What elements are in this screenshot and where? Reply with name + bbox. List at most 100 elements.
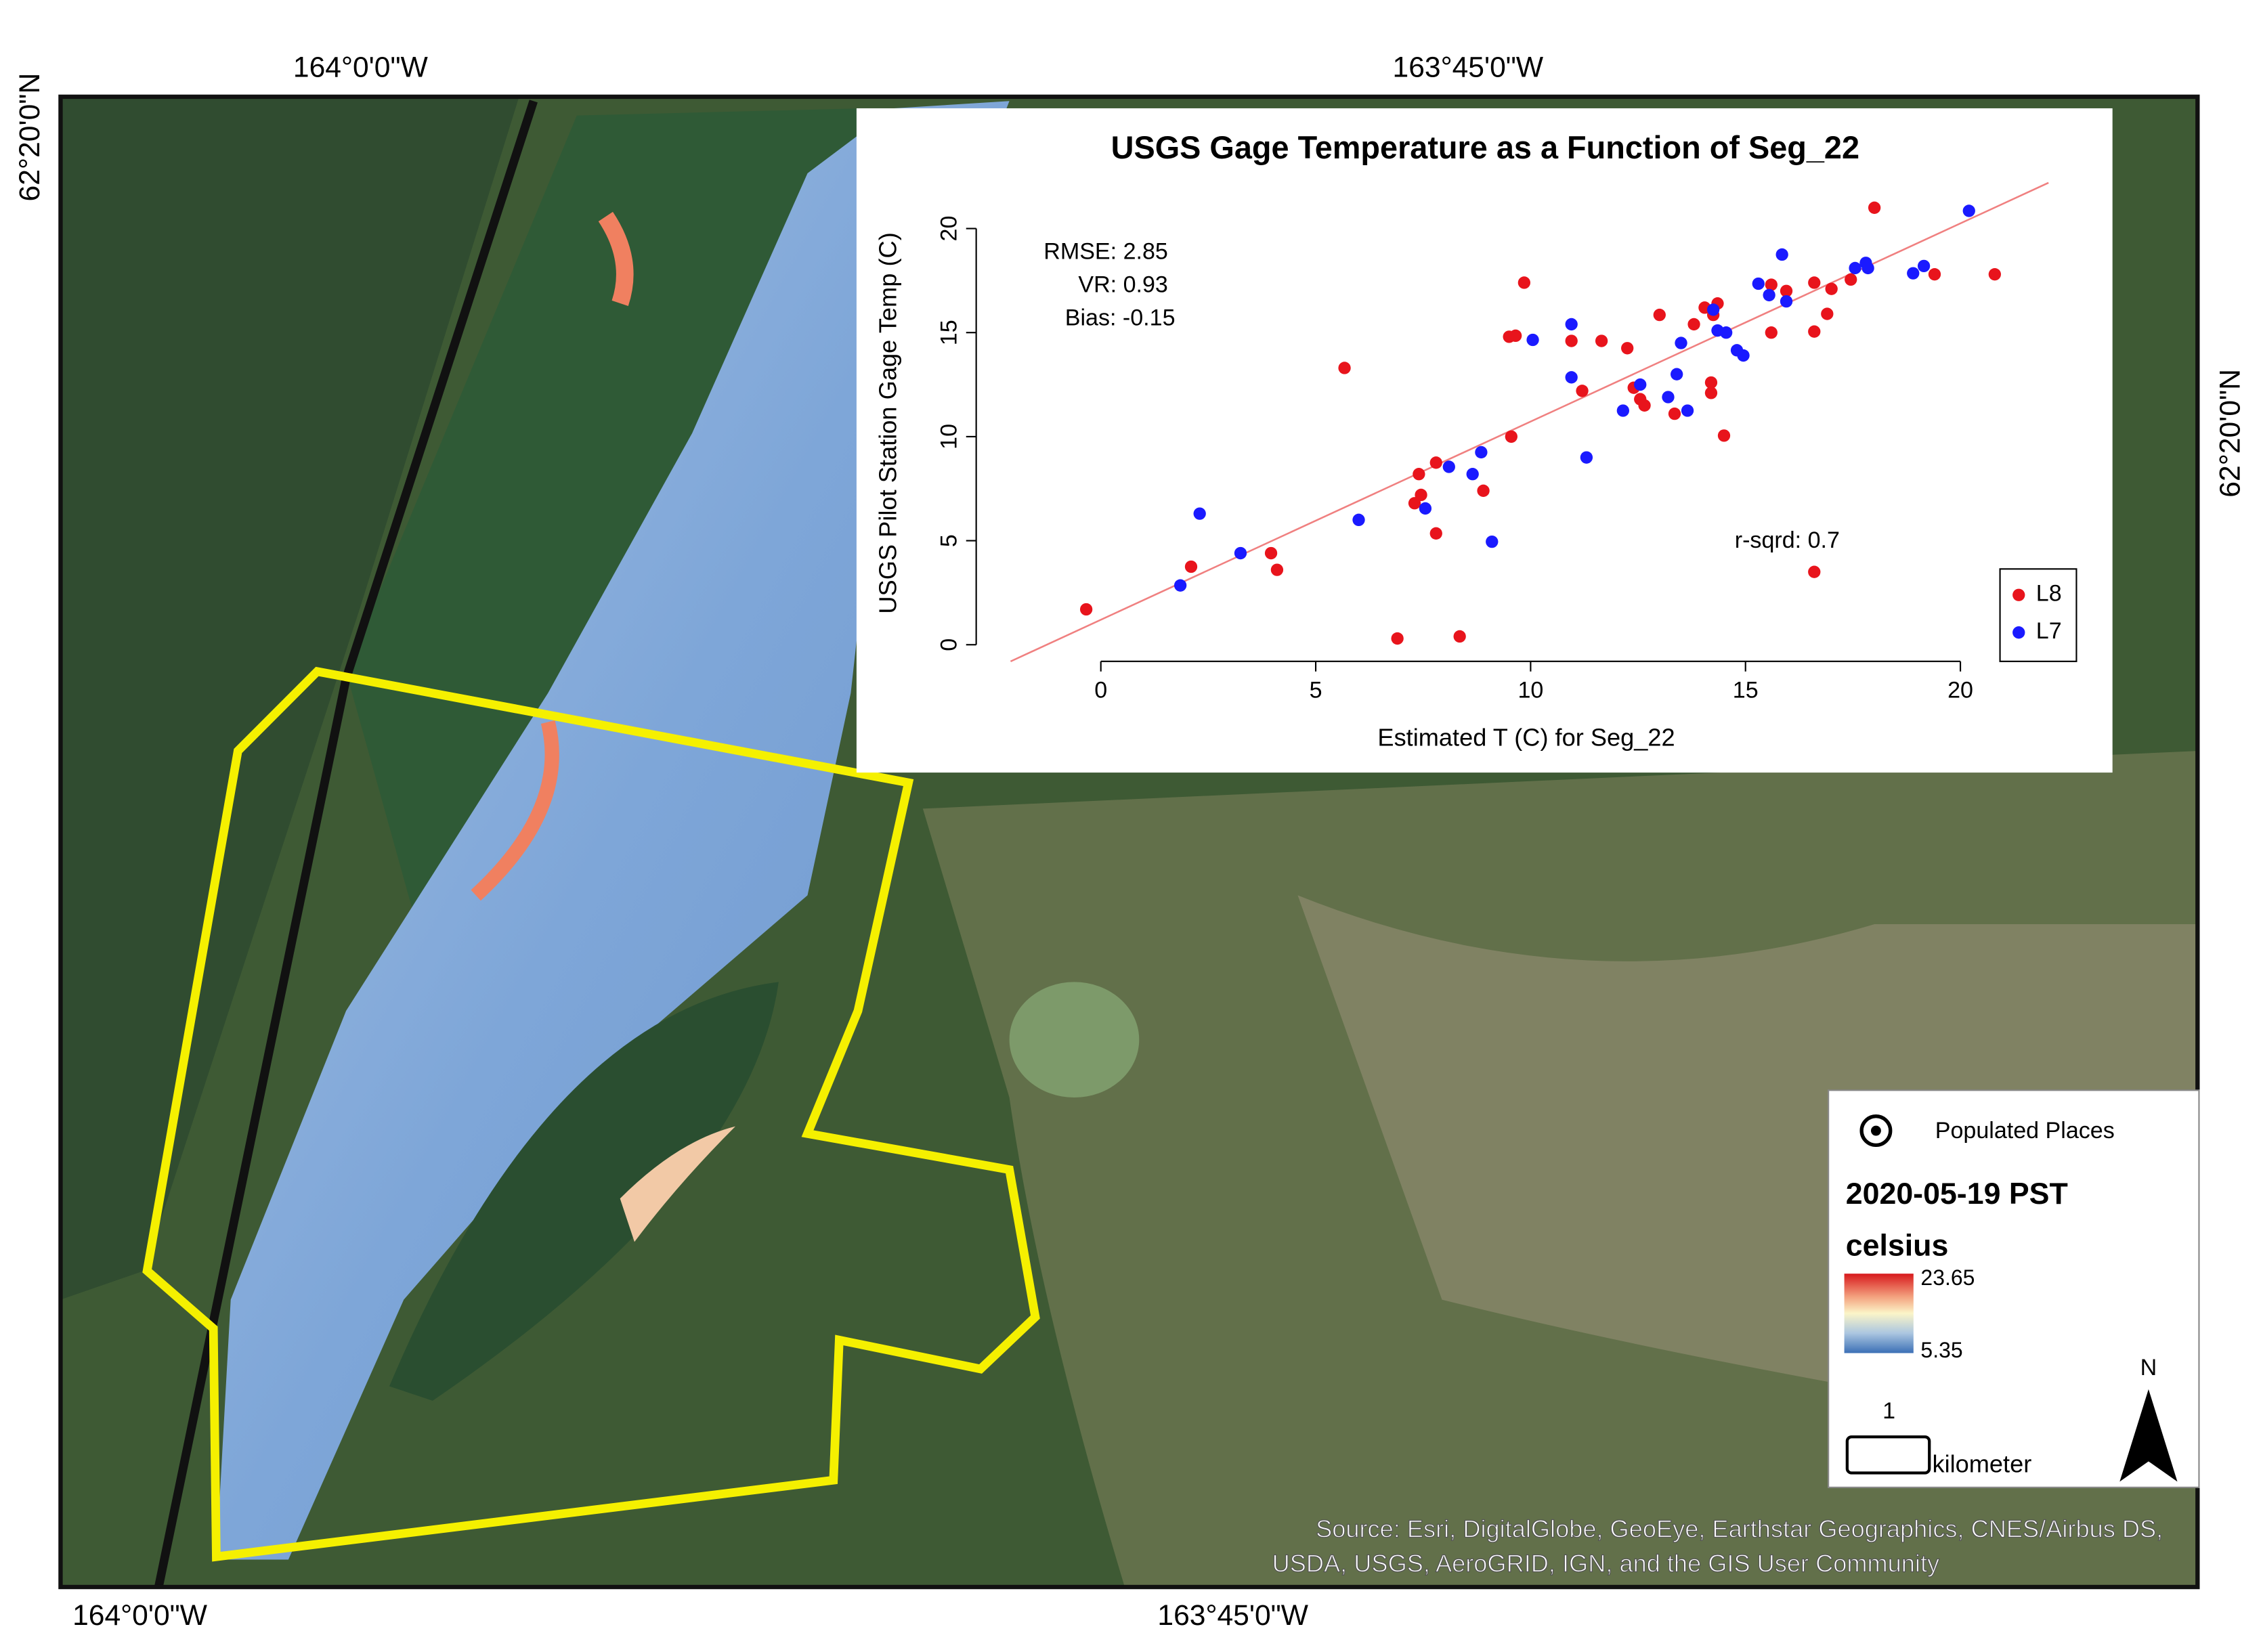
scatter-point bbox=[1184, 560, 1198, 573]
scatter-point bbox=[1808, 276, 1821, 289]
legend-unit: celsius bbox=[1846, 1229, 1949, 1263]
y-axis-label: USGS Pilot Station Gage Temp (C) bbox=[874, 232, 901, 613]
legend-date: 2020-05-19 PST bbox=[1846, 1177, 2068, 1211]
scatter-point bbox=[1825, 282, 1838, 295]
scatter-point bbox=[1419, 502, 1432, 515]
scatter-point bbox=[1752, 277, 1765, 290]
scatter-point bbox=[1565, 334, 1578, 347]
scatter-point bbox=[1907, 267, 1920, 280]
scatter-point bbox=[1765, 326, 1778, 339]
scatter-point bbox=[1526, 333, 1539, 347]
scatter-point bbox=[1808, 325, 1821, 338]
scatter-point bbox=[1962, 204, 1975, 217]
scatter-chart: USGS Gage Temperature as a Function of S… bbox=[874, 130, 2077, 752]
scatter-point bbox=[1193, 507, 1206, 520]
scatter-point bbox=[1704, 387, 1718, 399]
scatter-point bbox=[1653, 308, 1666, 322]
y-tick-label: 20 bbox=[936, 216, 962, 242]
scatter-point bbox=[1576, 385, 1589, 397]
scatter-point bbox=[1352, 513, 1365, 527]
legend-box bbox=[1999, 568, 2077, 662]
stat-annotation: Bias: -0.15 bbox=[1065, 305, 1176, 330]
scatter-point bbox=[1338, 362, 1351, 374]
scatter-point bbox=[1687, 318, 1700, 331]
scale-value: 1 bbox=[1882, 1398, 1895, 1424]
scatter-point bbox=[1477, 484, 1490, 497]
scatter-point bbox=[1706, 303, 1720, 316]
source-credit: Source: Esri, DigitalGlobe, GeoEye, Eart… bbox=[1316, 1515, 2163, 1542]
scatter-point bbox=[1681, 404, 1694, 417]
scatter-point bbox=[1509, 329, 1522, 343]
map-frame bbox=[58, 94, 2200, 1590]
scatter-point bbox=[1079, 603, 1093, 616]
stat-annotation: r-sqrd: 0.7 bbox=[1735, 527, 1840, 553]
x-tick-label: 10 bbox=[1517, 678, 1543, 703]
scatter-point bbox=[1917, 259, 1931, 273]
scale-bar bbox=[1845, 1435, 1931, 1475]
scatter-point bbox=[1775, 248, 1788, 261]
scatter-point bbox=[1634, 378, 1647, 391]
colorbar bbox=[1844, 1274, 1914, 1353]
north-arrow bbox=[2119, 1389, 2178, 1482]
scatter-point bbox=[1780, 284, 1793, 297]
scatter-point bbox=[1717, 429, 1731, 442]
scatter-point bbox=[1391, 632, 1404, 645]
scatter-point bbox=[1861, 261, 1874, 275]
bottom-longitude-label: 164°0'0"W bbox=[72, 1599, 208, 1632]
scatter-point bbox=[1704, 376, 1718, 389]
scatter-point bbox=[1517, 276, 1531, 289]
x-tick-label: 15 bbox=[1733, 678, 1759, 703]
scatter-point bbox=[1429, 527, 1442, 540]
legend-marker bbox=[2012, 626, 2025, 639]
scatter-point bbox=[1616, 404, 1629, 417]
scatter-point bbox=[1662, 391, 1675, 404]
scatter-point bbox=[1868, 201, 1881, 214]
scatter-point bbox=[1173, 579, 1187, 592]
scatter-point bbox=[1821, 307, 1834, 320]
stat-annotation: RMSE: 2.85 bbox=[1043, 238, 1168, 264]
scatter-point bbox=[1415, 488, 1427, 502]
x-axis-label: Estimated T (C) for Seg_22 bbox=[1377, 724, 1675, 752]
scatter-point bbox=[1928, 267, 1941, 281]
scale-unit: kilometer bbox=[1932, 1450, 2031, 1477]
y-tick-label: 15 bbox=[936, 320, 962, 345]
scatter-point bbox=[1234, 546, 1247, 560]
scatter-point bbox=[1638, 399, 1651, 412]
scatter-point bbox=[1475, 445, 1488, 459]
top-longitude-label: 164°0'0"W bbox=[293, 51, 429, 84]
bottom-longitude-label: 163°45'0"W bbox=[1157, 1599, 1308, 1632]
scatter-point bbox=[1849, 261, 1861, 275]
scatter-point bbox=[1429, 456, 1442, 469]
scatter-point bbox=[1737, 349, 1750, 362]
scatter-point bbox=[1668, 407, 1681, 420]
place-symbol-dot bbox=[1870, 1125, 1881, 1136]
right-latitude-label: 62°20'0"N bbox=[2214, 369, 2247, 498]
scatter-point bbox=[1763, 288, 1775, 302]
y-tick-label: 10 bbox=[936, 424, 962, 450]
legend-marker bbox=[2012, 588, 2025, 601]
chart-title: USGS Gage Temperature as a Function of S… bbox=[1111, 130, 1859, 165]
scatter-point bbox=[1720, 326, 1733, 339]
scatter-point bbox=[1621, 342, 1634, 355]
scatter-point bbox=[1780, 295, 1793, 308]
top-longitude-label: 163°45'0"W bbox=[1393, 51, 1544, 84]
scatter-point bbox=[1565, 318, 1578, 331]
scatter-point bbox=[1453, 630, 1466, 643]
scatter-point bbox=[1845, 273, 1857, 286]
north-label: N bbox=[2140, 1355, 2157, 1381]
scatter-point bbox=[1505, 430, 1517, 443]
scatter-point bbox=[1442, 460, 1455, 473]
scatter-point bbox=[1413, 468, 1425, 481]
scatter-point bbox=[1270, 563, 1284, 576]
stat-annotation: VR: 0.93 bbox=[1078, 271, 1168, 297]
legend-label: L8 bbox=[2036, 581, 2062, 607]
y-tick-label: 0 bbox=[936, 638, 962, 651]
x-tick-label: 5 bbox=[1310, 678, 1322, 703]
source-credit: USDA, USGS, AeroGRID, IGN, and the GIS U… bbox=[1272, 1550, 1940, 1578]
legend-box bbox=[1828, 1089, 2200, 1488]
scatter-point bbox=[1580, 451, 1593, 464]
scatter-point bbox=[1671, 368, 1683, 381]
chart-panel bbox=[856, 108, 2113, 773]
